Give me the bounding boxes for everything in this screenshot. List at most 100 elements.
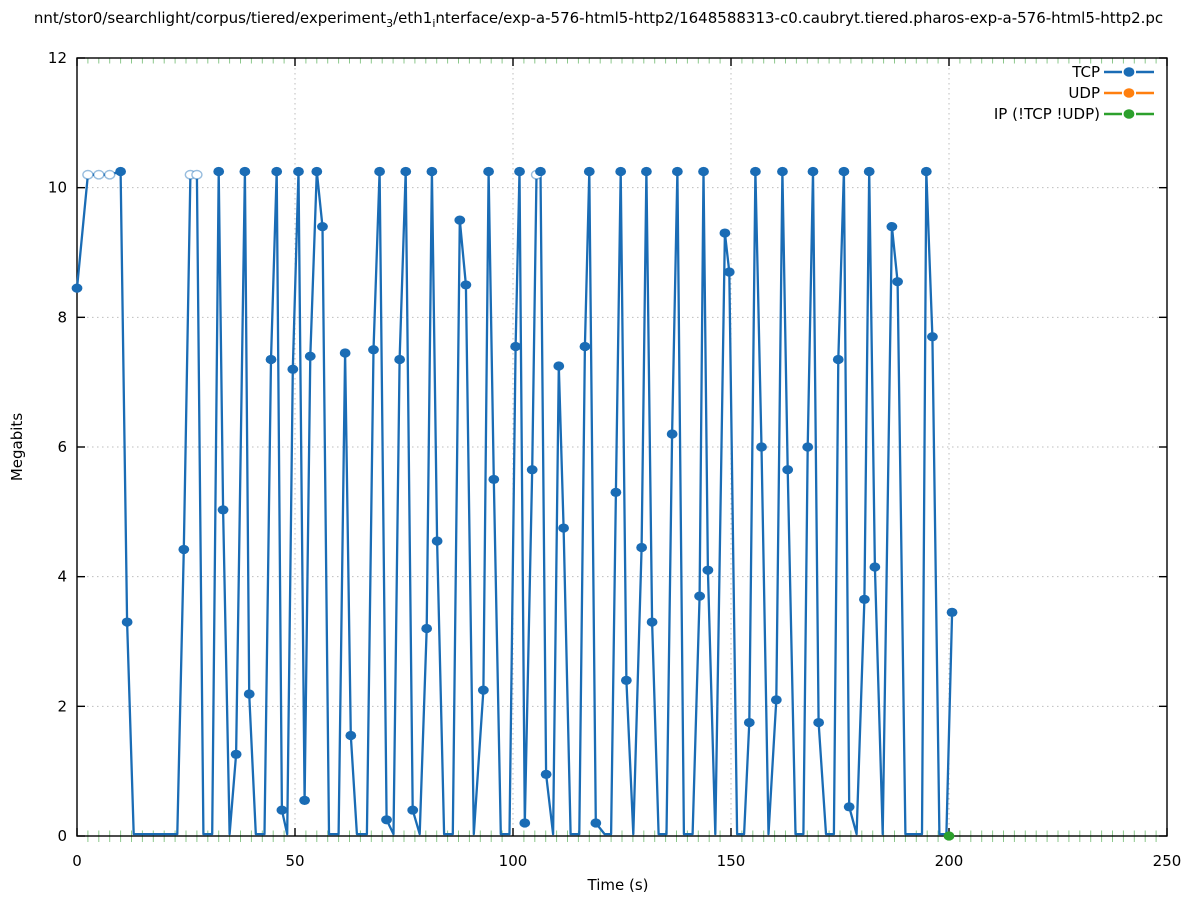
tcp-data-point bbox=[317, 221, 328, 232]
y-tick-label: 10 bbox=[48, 179, 67, 197]
tcp-data-point bbox=[671, 166, 683, 177]
tcp-data-point bbox=[590, 818, 602, 828]
tcp-data-point bbox=[178, 544, 190, 555]
tcp-data-point bbox=[287, 364, 299, 374]
legend-label-udp: UDP bbox=[1068, 84, 1100, 102]
tcp-data-point bbox=[477, 685, 489, 695]
x-tick-label: 200 bbox=[935, 852, 964, 870]
y-tick-label: 12 bbox=[48, 49, 67, 67]
x-tick-label: 250 bbox=[1153, 852, 1182, 870]
tcp-data-point bbox=[483, 166, 494, 177]
y-tick-label: 4 bbox=[57, 568, 67, 586]
tcp-data-point bbox=[400, 166, 412, 177]
tcp-data-point bbox=[514, 166, 525, 177]
tcp-data-point bbox=[535, 166, 546, 177]
tcp-data-point bbox=[115, 166, 126, 177]
tcp-data-point bbox=[666, 429, 678, 439]
tcp-data-point bbox=[374, 166, 385, 177]
tcp-data-point bbox=[756, 442, 767, 452]
tcp-data-point bbox=[345, 730, 357, 741]
tcp-data-point bbox=[782, 465, 794, 475]
tcp-data-point bbox=[526, 465, 538, 475]
tcp-data-point bbox=[558, 523, 569, 533]
tcp-data-point bbox=[213, 166, 225, 177]
tcp-data-point bbox=[271, 166, 283, 177]
tcp-data-point bbox=[339, 348, 351, 358]
title-segment-1: nnt/stor0/searchlight/corpus/tiered/expe… bbox=[33, 9, 387, 27]
tcp-series-line bbox=[75, 170, 954, 836]
x-tick-label: 50 bbox=[285, 852, 304, 870]
tcp-data-point bbox=[304, 351, 316, 361]
tcp-data-point bbox=[615, 166, 627, 177]
tcp-data-point-faint bbox=[93, 169, 105, 180]
tcp-data-point bbox=[293, 166, 304, 177]
y-tick-label: 2 bbox=[57, 697, 67, 715]
tcp-data-point bbox=[553, 361, 565, 371]
x-axis-label: Time (s) bbox=[587, 876, 649, 894]
tcp-data-point bbox=[243, 689, 255, 699]
tcp-data-point bbox=[265, 354, 277, 365]
tcp-data-point bbox=[579, 341, 591, 352]
tcp-data-point bbox=[299, 795, 310, 805]
tcp-data-point bbox=[920, 166, 932, 177]
legend-label-ip: IP (!TCP !UDP) bbox=[994, 105, 1100, 123]
tcp-data-point bbox=[488, 474, 500, 485]
x-tick-label: 100 bbox=[499, 852, 528, 870]
y-tick-label: 0 bbox=[57, 827, 67, 845]
tcp-data-point bbox=[540, 769, 552, 780]
y-tick-label: 6 bbox=[57, 438, 67, 456]
tcp-data-point bbox=[311, 166, 323, 177]
chart-title: nnt/stor0/searchlight/corpus/tiered/expe… bbox=[0, 9, 1197, 30]
tcp-data-point bbox=[381, 815, 392, 825]
tcp-data-point bbox=[832, 354, 844, 365]
tcp-data-point bbox=[838, 166, 850, 177]
tcp-data-point bbox=[636, 542, 648, 553]
legend-label-tcp: TCP bbox=[1071, 63, 1100, 81]
tcp-data-point bbox=[217, 505, 229, 515]
tcp-data-point bbox=[743, 717, 755, 728]
title-subscript-1: 3 bbox=[386, 17, 394, 30]
tcp-data-point bbox=[276, 805, 288, 815]
tcp-data-point bbox=[230, 749, 242, 759]
tcp-data-point bbox=[71, 283, 83, 293]
tcp-data-point-faint bbox=[82, 169, 94, 180]
title-subscript-2: i bbox=[432, 17, 436, 30]
tcp-data-point bbox=[510, 341, 522, 352]
legend-sample-dot bbox=[1123, 67, 1135, 77]
tcp-data-point bbox=[843, 802, 855, 812]
tcp-data-point bbox=[460, 280, 472, 290]
tcp-data-point bbox=[121, 617, 133, 627]
tcp-data-point bbox=[694, 591, 706, 601]
tcp-data-point bbox=[239, 166, 251, 177]
tcp-data-point bbox=[813, 717, 825, 728]
tcp-data-point bbox=[698, 166, 709, 177]
tcp-data-point-faint bbox=[191, 169, 203, 180]
tcp-data-point bbox=[421, 623, 433, 634]
tcp-data-point bbox=[946, 607, 958, 617]
tcp-data-point bbox=[620, 675, 632, 686]
tcp-data-point bbox=[750, 166, 761, 177]
tcp-data-point bbox=[807, 166, 819, 177]
tcp-data-point bbox=[368, 345, 379, 355]
tcp-data-point-faint bbox=[103, 169, 116, 180]
tcp-data-point bbox=[641, 166, 652, 177]
legend-sample-dot bbox=[1123, 109, 1135, 119]
tcp-data-point bbox=[863, 166, 875, 177]
tcp-data-point bbox=[431, 536, 443, 546]
tcp-data-point bbox=[886, 221, 898, 232]
tcp-data-point bbox=[583, 166, 595, 177]
tcp-data-point bbox=[892, 277, 903, 287]
tcp-data-point bbox=[802, 442, 814, 452]
x-tick-label: 150 bbox=[717, 852, 746, 870]
tcp-data-point bbox=[610, 487, 622, 497]
tcp-data-point bbox=[719, 228, 731, 238]
tcp-data-point bbox=[454, 215, 466, 225]
tcp-data-point bbox=[407, 805, 419, 815]
tcp-data-point bbox=[394, 354, 406, 365]
title-segment-3: nterface/exp-a-576-html5-http2/164858831… bbox=[435, 9, 1164, 27]
tcp-data-point bbox=[770, 695, 782, 705]
tcp-data-point bbox=[859, 594, 870, 604]
ip-data-point bbox=[943, 831, 955, 841]
